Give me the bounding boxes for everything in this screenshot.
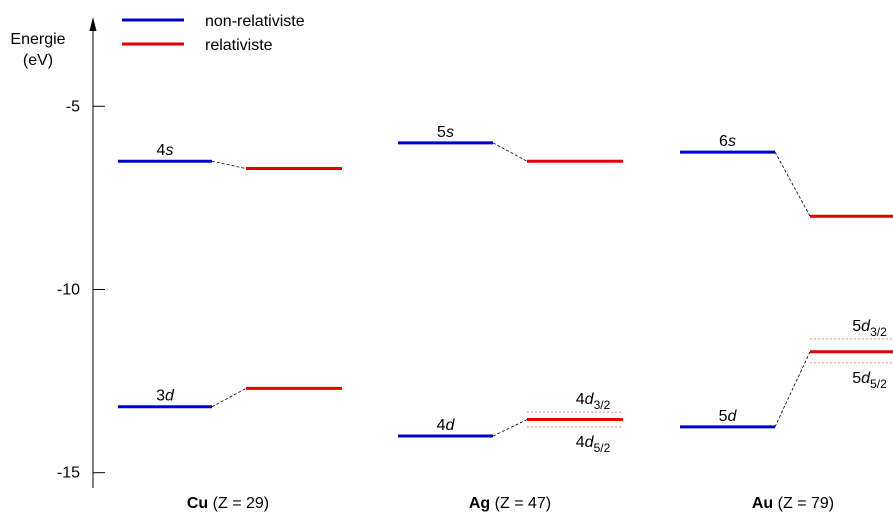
y-axis: Energie (eV) <box>10 17 97 488</box>
label-cu-4s: 4s <box>157 142 174 159</box>
label-au-5d: 5d <box>719 408 738 425</box>
label-ag-5s: 5s <box>437 124 454 141</box>
label-cu-3d: 3d <box>156 388 175 405</box>
connector-au-6s <box>774 151 811 217</box>
element-labels: Cu (Z = 29) Ag (Z = 47) Au (Z = 79) <box>187 495 834 512</box>
y-axis-arrow <box>89 17 97 31</box>
element-label-ag: Ag (Z = 47) <box>469 495 551 512</box>
connector-cu-3d <box>211 388 247 408</box>
legend-label-nonrel: non-relativiste <box>205 13 305 30</box>
element-label-au: Au (Z = 79) <box>752 495 834 512</box>
y-axis-label-line2: (eV) <box>23 52 53 69</box>
label-au-6s: 6s <box>719 133 736 150</box>
connector-ag-5s <box>492 142 528 162</box>
legend: non-relativiste relativiste <box>122 13 305 54</box>
label-au-5d-split-0: 5d3/2 <box>852 318 887 339</box>
y-tick-label-1: -10 <box>57 281 80 298</box>
label-ag-4d-split-1: 4d5/2 <box>576 434 611 455</box>
label-ag-4d: 4d <box>437 417 456 434</box>
connector-ag-4d <box>492 419 528 437</box>
connector-au-5d <box>774 351 811 428</box>
energy-levels: 4s 3d 5s 4d 4d3/2 4d5/2 6s 5d 5d3/2 5d5/2 <box>118 124 893 455</box>
y-tick-label-2: -15 <box>57 465 80 482</box>
label-ag-4d-split-0: 4d3/2 <box>576 391 611 412</box>
label-au-5d-split-1: 5d5/2 <box>852 370 887 391</box>
element-label-cu: Cu (Z = 29) <box>187 495 269 512</box>
y-ticks: -5 -10 -15 <box>57 98 105 482</box>
y-axis-label-line1: Energie <box>10 31 65 48</box>
connector-cu-4s <box>211 160 247 169</box>
y-tick-label-0: -5 <box>66 98 80 115</box>
legend-label-rel: relativiste <box>205 37 273 54</box>
